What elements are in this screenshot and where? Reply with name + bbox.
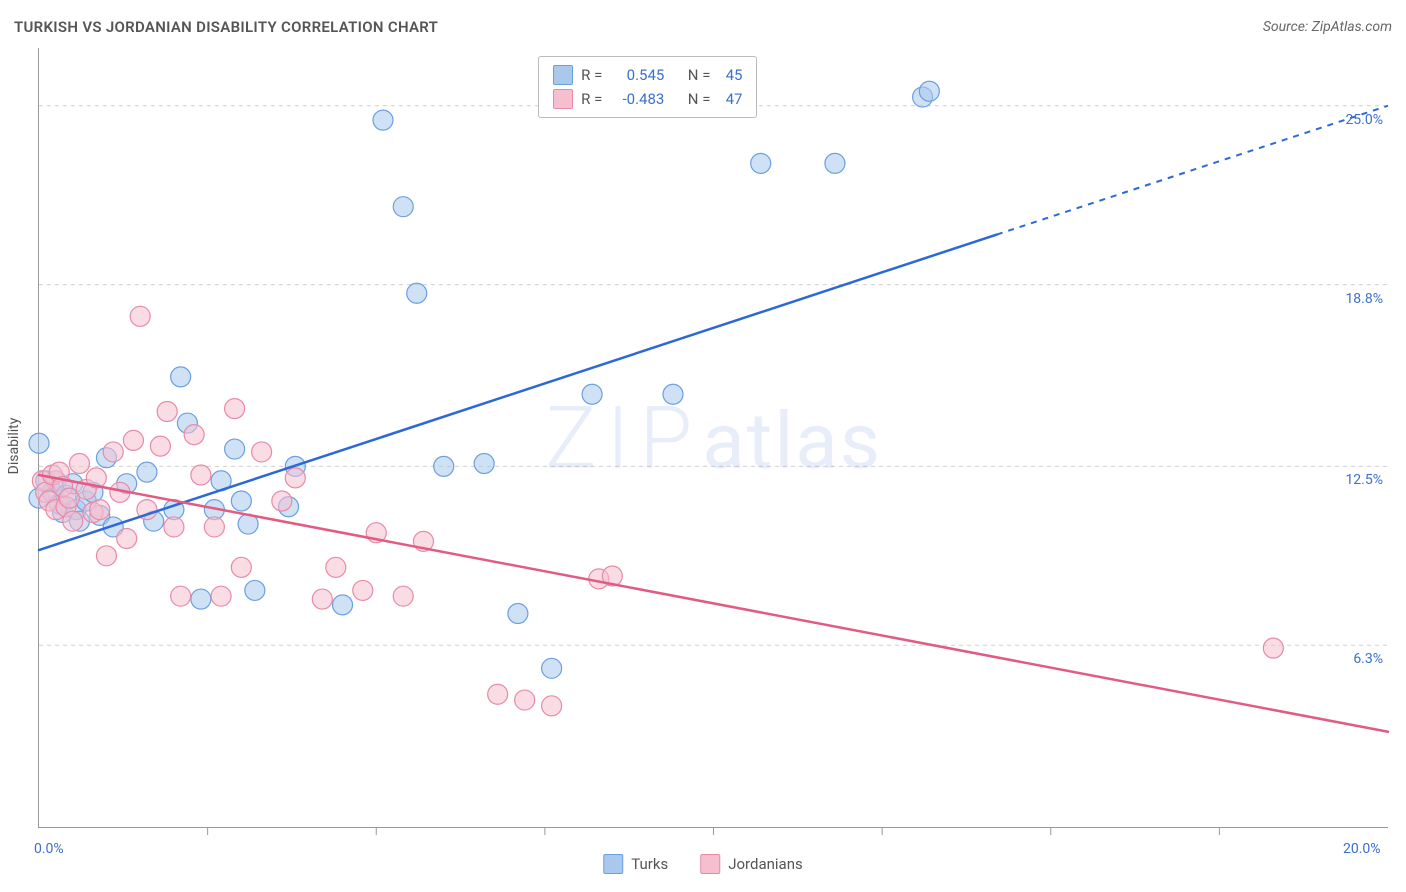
scatter-point <box>90 500 110 520</box>
scatter-point <box>191 465 211 485</box>
scatter-point <box>123 430 143 450</box>
trend-line <box>39 475 1388 732</box>
scatter-point <box>231 491 251 511</box>
scatter-point <box>434 456 454 476</box>
legend-swatch <box>603 854 623 874</box>
source-label: Source: ZipAtlas.com <box>1263 19 1392 35</box>
correlation-legend-row: R = -0.483 N = 47 <box>553 87 742 111</box>
scatter-point <box>407 283 427 303</box>
scatter-point <box>171 367 191 387</box>
scatter-point <box>919 81 939 101</box>
scatter-point <box>245 580 265 600</box>
scatter-point <box>103 442 123 462</box>
scatter-point <box>231 557 251 577</box>
legend-label: Jordanians <box>728 855 803 873</box>
scatter-point <box>29 433 49 453</box>
scatter-point <box>117 528 137 548</box>
scatter-point <box>164 517 184 537</box>
y-axis-label: Disability <box>6 418 22 475</box>
scatter-point <box>488 684 508 704</box>
scatter-point <box>333 595 353 615</box>
scatter-point <box>204 517 224 537</box>
y-tick-label: 25.0% <box>1323 112 1383 128</box>
scatter-point <box>353 580 373 600</box>
y-tick-label: 18.8% <box>1323 291 1383 307</box>
scatter-point <box>751 153 771 173</box>
scatter-point <box>508 603 528 623</box>
x-tick-label-left: 0.0% <box>34 841 64 857</box>
plot-area: ZIPatlas R = 0.545 N = 45R = -0.483 N = … <box>38 48 1388 828</box>
scatter-point <box>285 468 305 488</box>
series-legend: Turks Jordanians <box>603 854 802 874</box>
scatter-point <box>96 546 116 566</box>
scatter-point <box>582 384 602 404</box>
scatter-point <box>663 384 683 404</box>
scatter-point <box>63 511 83 531</box>
chart-title: TURKISH VS JORDANIAN DISABILITY CORRELAT… <box>14 18 438 36</box>
y-tick-label: 12.5% <box>1323 472 1383 488</box>
y-tick-label: 6.3% <box>1323 651 1383 667</box>
scatter-point <box>373 110 393 130</box>
scatter-point <box>69 453 89 473</box>
scatter-point <box>150 436 170 456</box>
legend-item: Jordanians <box>700 854 803 874</box>
scatter-point <box>1263 638 1283 658</box>
scatter-point <box>515 690 535 710</box>
scatter-point <box>312 589 332 609</box>
scatter-point <box>171 586 191 606</box>
scatter-point <box>393 586 413 606</box>
scatter-point <box>225 399 245 419</box>
scatter-point <box>191 589 211 609</box>
legend-label: Turks <box>631 855 668 873</box>
scatter-point <box>252 442 272 462</box>
legend-swatch <box>553 89 573 109</box>
scatter-point <box>326 557 346 577</box>
scatter-point <box>474 453 494 473</box>
legend-swatch <box>553 65 573 85</box>
scatter-point <box>272 491 292 511</box>
scatter-point <box>393 197 413 217</box>
scatter-point <box>542 658 562 678</box>
legend-swatch <box>700 854 720 874</box>
scatter-point <box>157 402 177 422</box>
chart-svg <box>39 48 1388 827</box>
scatter-point <box>211 586 231 606</box>
header: TURKISH VS JORDANIAN DISABILITY CORRELAT… <box>14 18 1392 36</box>
scatter-point <box>130 306 150 326</box>
correlation-legend-row: R = 0.545 N = 45 <box>553 63 742 87</box>
scatter-point <box>184 425 204 445</box>
scatter-point <box>137 462 157 482</box>
scatter-point <box>225 439 245 459</box>
legend-item: Turks <box>603 854 668 874</box>
correlation-legend: R = 0.545 N = 45R = -0.483 N = 47 <box>538 56 757 118</box>
x-tick-label-right: 20.0% <box>1343 841 1381 857</box>
scatter-point <box>825 153 845 173</box>
scatter-point <box>542 696 562 716</box>
